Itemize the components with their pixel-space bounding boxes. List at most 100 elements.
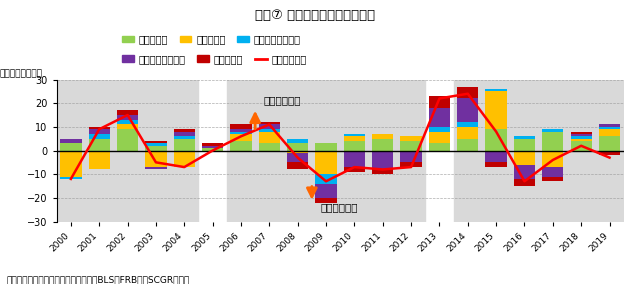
Bar — [316, 151, 336, 174]
Bar — [486, 162, 507, 167]
Bar — [259, 124, 280, 129]
Bar — [117, 110, 138, 115]
Bar — [202, 143, 223, 146]
Bar — [174, 136, 195, 139]
Bar — [571, 141, 592, 151]
Bar — [89, 127, 110, 129]
Bar — [60, 139, 81, 143]
Bar — [454, 80, 624, 222]
Bar — [457, 122, 478, 127]
Bar — [344, 141, 365, 151]
Bar — [287, 139, 308, 143]
Bar — [259, 122, 280, 124]
Bar — [457, 87, 478, 99]
Bar — [89, 134, 110, 139]
Text: （前年同期比％）: （前年同期比％） — [0, 69, 43, 78]
Bar — [542, 167, 563, 177]
Bar — [599, 129, 620, 136]
Bar — [316, 174, 336, 184]
Bar — [174, 151, 195, 167]
Bar — [174, 139, 195, 151]
Bar — [231, 124, 251, 129]
Bar — [571, 134, 592, 136]
Bar — [117, 124, 138, 129]
Bar — [174, 131, 195, 136]
Bar — [202, 146, 223, 148]
Bar — [117, 115, 138, 120]
Bar — [542, 131, 563, 151]
Bar — [401, 151, 421, 162]
Bar — [429, 127, 450, 131]
Bar — [372, 139, 393, 151]
Bar — [227, 80, 425, 222]
Bar — [146, 141, 166, 143]
Bar — [457, 127, 478, 139]
Bar — [60, 151, 81, 177]
Bar — [287, 162, 308, 170]
Bar — [231, 131, 251, 134]
Bar — [146, 151, 166, 167]
Bar — [429, 108, 450, 127]
Bar — [401, 162, 421, 167]
Bar — [117, 129, 138, 151]
Bar — [344, 136, 365, 141]
Bar — [429, 131, 450, 143]
Bar — [401, 141, 421, 151]
Bar — [599, 151, 620, 155]
Bar — [146, 167, 166, 170]
Bar — [542, 151, 563, 167]
Bar — [259, 143, 280, 151]
Bar — [344, 151, 365, 167]
Bar — [231, 129, 251, 131]
Bar — [146, 146, 166, 151]
Bar — [571, 131, 592, 134]
Bar — [372, 134, 393, 139]
Bar — [146, 143, 166, 146]
Bar — [316, 184, 336, 198]
Bar — [372, 170, 393, 174]
Text: 円安・ドル高: 円安・ドル高 — [263, 95, 301, 106]
Bar — [57, 80, 198, 222]
Bar — [259, 131, 280, 143]
Legend: リスクプレミアム, 実質金利差, ドル円レート: リスクプレミアム, 実質金利差, ドル円レート — [118, 50, 311, 68]
Bar — [599, 127, 620, 129]
Text: 図表⑦ ドル円レートの要因分解: 図表⑦ ドル円レートの要因分解 — [255, 9, 375, 22]
Bar — [429, 96, 450, 108]
Bar — [287, 143, 308, 151]
Bar — [457, 99, 478, 122]
Bar — [344, 167, 365, 172]
Bar — [514, 139, 535, 151]
Bar — [514, 165, 535, 179]
Bar — [571, 139, 592, 141]
Bar — [259, 129, 280, 131]
Bar — [117, 120, 138, 124]
Text: （出所：財務省、総務省、日本銀行、BLS、FRBよりSCGR作成）: （出所：財務省、総務省、日本銀行、BLS、FRBよりSCGR作成） — [6, 275, 190, 284]
Bar — [457, 139, 478, 151]
Bar — [60, 177, 81, 179]
Bar — [514, 151, 535, 165]
Bar — [542, 177, 563, 181]
Bar — [287, 151, 308, 153]
Bar — [316, 143, 336, 151]
Bar — [599, 124, 620, 127]
Bar — [60, 143, 81, 151]
Bar — [542, 129, 563, 131]
Bar — [514, 179, 535, 186]
Bar — [429, 143, 450, 151]
Bar — [202, 148, 223, 151]
Bar — [89, 151, 110, 170]
Bar — [571, 136, 592, 139]
Bar — [344, 134, 365, 136]
Text: 円高・ドル安: 円高・ドル安 — [321, 202, 358, 213]
Bar — [486, 151, 507, 162]
Bar — [372, 151, 393, 170]
Bar — [89, 129, 110, 134]
Bar — [231, 141, 251, 151]
Bar — [89, 139, 110, 151]
Bar — [401, 136, 421, 141]
Bar — [174, 129, 195, 131]
Bar — [486, 129, 507, 151]
Bar — [486, 91, 507, 129]
Bar — [486, 89, 507, 91]
Bar — [514, 136, 535, 139]
